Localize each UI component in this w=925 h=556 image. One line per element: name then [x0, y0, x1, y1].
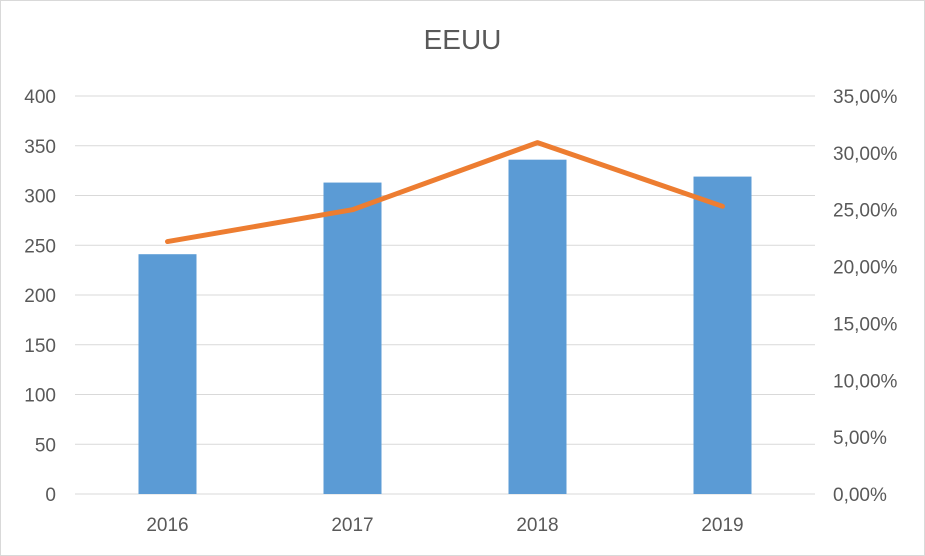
- x-tick-label: 2016: [146, 515, 188, 536]
- y-right-tick-label: 5,00%: [833, 428, 887, 449]
- y-left-tick-label: 50: [35, 435, 56, 456]
- y-right-tick-label: 10,00%: [833, 371, 898, 392]
- chart-title: EEUU: [423, 24, 502, 55]
- y-left-tick-label: 100: [24, 386, 56, 407]
- y-left-tick-label: 150: [24, 336, 56, 357]
- bar: [138, 254, 197, 494]
- y-right-tick-label: 35,00%: [833, 87, 898, 108]
- bar: [508, 159, 567, 494]
- y-right-tick-label: 30,00%: [833, 144, 898, 165]
- y-right-tick-label: 15,00%: [833, 314, 898, 335]
- bar: [323, 182, 382, 494]
- y-right-tick-label: 20,00%: [833, 258, 898, 279]
- x-tick-label: 2017: [331, 515, 373, 536]
- y-right-tick-label: 0,00%: [833, 485, 887, 506]
- y-left-tick-label: 250: [24, 236, 56, 257]
- line-series: [165, 140, 725, 245]
- x-tick-label: 2019: [701, 515, 743, 536]
- y-left-tick-label: 0: [45, 485, 56, 506]
- y-left-tick-label: 350: [24, 137, 56, 158]
- y-left-tick-label: 300: [24, 187, 56, 208]
- bar: [693, 176, 752, 494]
- y-left-tick-label: 200: [24, 286, 56, 307]
- y-right-tick-label: 25,00%: [833, 201, 898, 222]
- x-tick-label: 2018: [516, 515, 558, 536]
- y-left-tick-label: 400: [24, 87, 56, 108]
